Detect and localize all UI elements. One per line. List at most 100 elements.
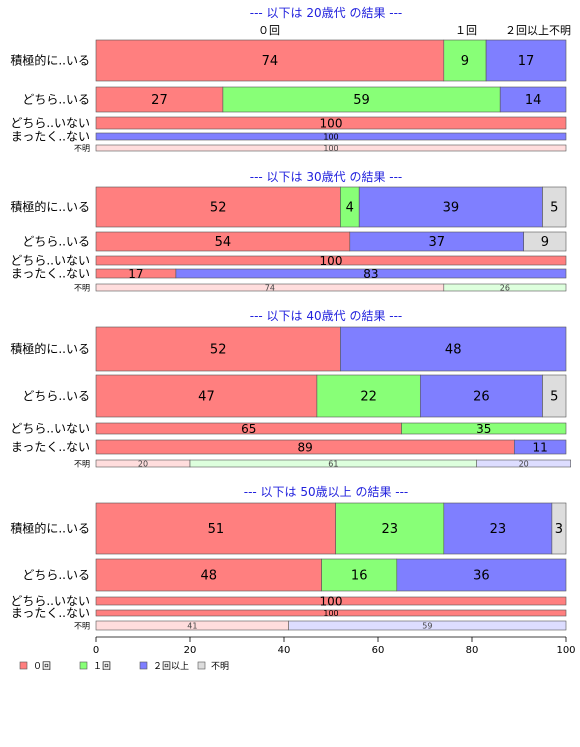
bar-segment bbox=[222, 86, 501, 113]
data-label: 48 bbox=[201, 569, 218, 584]
data-label: 26 bbox=[500, 283, 510, 292]
data-label: 83 bbox=[363, 267, 378, 281]
row-label: まったく..ない bbox=[11, 440, 90, 454]
panel-title: --- 以下は 40歳代 の結果 --- bbox=[250, 309, 403, 323]
bar-segment bbox=[321, 558, 398, 592]
legend-item: １回 bbox=[79, 661, 111, 672]
series-header-label: 不明 bbox=[549, 24, 571, 37]
data-label: 5 bbox=[550, 390, 558, 405]
data-label: 23 bbox=[381, 522, 398, 537]
row-label: まったく..ない bbox=[11, 267, 90, 281]
data-label: 37 bbox=[428, 235, 445, 250]
bar-segment bbox=[288, 620, 567, 631]
bar-segment bbox=[95, 596, 567, 606]
legend-item: ０回 bbox=[19, 661, 51, 672]
x-tick-label: 100 bbox=[556, 645, 575, 656]
bar-segment bbox=[551, 502, 567, 555]
bar-segment bbox=[95, 558, 322, 592]
bar-segment bbox=[485, 39, 567, 82]
row-label: どちら..いる bbox=[22, 235, 90, 249]
data-label: 3 bbox=[555, 522, 563, 537]
row-label: 不明 bbox=[74, 284, 90, 293]
row-label: 不明 bbox=[74, 144, 90, 153]
legend: ０回 １回 ２回以上 不明 bbox=[19, 661, 229, 672]
panel-1: --- 以下は 20歳代 の結果 --- 積極的に..いる 74 9 17 どちら..いる… bbox=[10, 6, 567, 153]
row-label: どちら..いない bbox=[10, 254, 90, 268]
data-label: 16 bbox=[351, 569, 368, 584]
bar-segment bbox=[401, 422, 567, 435]
data-label: 5 bbox=[550, 201, 558, 216]
data-label: 22 bbox=[360, 390, 377, 405]
row-label: どちら..いる bbox=[22, 568, 90, 582]
series-header-label: １回 bbox=[455, 24, 477, 37]
row-label: どちら..いない bbox=[10, 116, 90, 130]
bar-segment bbox=[335, 502, 445, 555]
bar-segment bbox=[95, 132, 567, 141]
row-label: 積極的に..いる bbox=[10, 53, 90, 68]
series-header: ０回 １回 ２回以上 不明 bbox=[258, 24, 571, 37]
panel-3: --- 以下は 40歳代 の結果 --- 積極的に..いる 52 48 どちら..いる 4… bbox=[10, 309, 572, 469]
bar-segment bbox=[513, 439, 567, 455]
data-label: 52 bbox=[210, 343, 227, 358]
data-label: 17 bbox=[518, 54, 535, 69]
bar-segment bbox=[443, 502, 553, 555]
legend-label: ０回 bbox=[33, 661, 51, 672]
data-label: 54 bbox=[215, 235, 232, 250]
panel-title: --- 以下は 20歳代 の結果 --- bbox=[250, 6, 403, 20]
data-label: 59 bbox=[422, 621, 432, 630]
bar-segment bbox=[419, 374, 543, 418]
bar-segment bbox=[95, 374, 318, 418]
bar-segment bbox=[499, 86, 567, 113]
panel-title: --- 以下は 30歳代 の結果 --- bbox=[250, 170, 403, 184]
bar-segment bbox=[542, 374, 567, 418]
row-label: 不明 bbox=[74, 460, 90, 469]
row-label: 積極的に..いる bbox=[10, 341, 90, 356]
bar-segment bbox=[95, 502, 336, 555]
data-label: 39 bbox=[443, 201, 460, 216]
data-label: 74 bbox=[265, 283, 275, 292]
row-label: まったく..ない bbox=[11, 130, 90, 144]
data-label: 20 bbox=[519, 459, 529, 468]
legend-swatch bbox=[19, 661, 28, 670]
bar-segment bbox=[443, 283, 567, 292]
bar-segment bbox=[95, 255, 567, 266]
bar-segment bbox=[95, 609, 567, 617]
panel-2: --- 以下は 30歳代 の結果 --- 積極的に..いる 52 4 39 5 どちら..い… bbox=[10, 170, 567, 293]
bar-segment bbox=[95, 39, 445, 82]
row-label: どちら..いる bbox=[22, 93, 90, 107]
legend-label: ２回以上 bbox=[153, 661, 189, 672]
data-label: 20 bbox=[138, 459, 148, 468]
x-axis: 0 20 40 60 80 100 bbox=[93, 636, 576, 656]
data-label: 11 bbox=[533, 440, 548, 454]
legend-swatch bbox=[79, 661, 88, 670]
legend-item: ２回以上 bbox=[139, 661, 189, 672]
data-label: 35 bbox=[476, 422, 491, 436]
data-label: 100 bbox=[323, 609, 338, 618]
bar-segment bbox=[316, 374, 421, 418]
bar-segment bbox=[443, 39, 487, 82]
data-label: 100 bbox=[323, 144, 338, 153]
bar-segment bbox=[95, 186, 341, 228]
legend-swatch bbox=[197, 661, 206, 670]
data-label: 48 bbox=[445, 343, 462, 358]
row-label: 積極的に..いる bbox=[10, 199, 90, 214]
data-label: 17 bbox=[128, 267, 143, 281]
series-header-label: ２回以上 bbox=[505, 24, 549, 37]
data-label: 89 bbox=[298, 440, 313, 454]
row-label: 不明 bbox=[74, 622, 90, 631]
data-label: 59 bbox=[353, 93, 370, 108]
row-label: どちら..いない bbox=[10, 422, 90, 436]
x-tick-label: 60 bbox=[372, 645, 385, 656]
panel-title: --- 以下は 50歳以上 の結果 --- bbox=[244, 485, 409, 499]
legend-swatch bbox=[139, 661, 148, 670]
data-label: 27 bbox=[151, 93, 168, 108]
data-label: 74 bbox=[262, 54, 279, 69]
x-tick-label: 0 bbox=[93, 645, 99, 656]
bar-segment bbox=[340, 326, 567, 372]
data-label: 51 bbox=[208, 522, 225, 537]
data-label: 26 bbox=[473, 390, 490, 405]
data-label: 47 bbox=[198, 390, 215, 405]
data-label: 41 bbox=[187, 621, 197, 630]
data-label: 9 bbox=[541, 235, 549, 250]
data-label: 4 bbox=[346, 201, 354, 216]
